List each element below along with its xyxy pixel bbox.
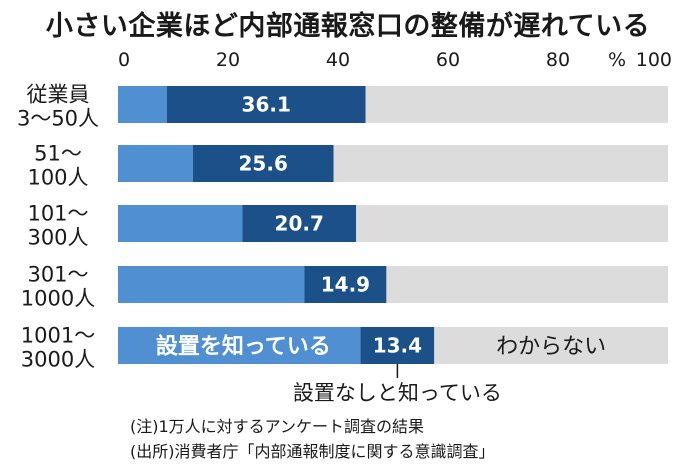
value-label: 14.9 <box>321 273 370 297</box>
footnote-survey: (注)1万人に対するアンケート調査の結果 <box>130 417 425 436</box>
bar-segment <box>365 86 668 123</box>
x-tick-label: 60 <box>436 49 460 71</box>
series-label-known: 設置を知っている <box>156 334 331 360</box>
bar-segment <box>356 205 668 242</box>
x-tick-label: 80 <box>546 49 570 71</box>
category-label: 1000人 <box>21 287 95 311</box>
bar-segment <box>304 266 387 303</box>
bar-segment <box>118 205 243 242</box>
x-tick-label: 20 <box>216 49 240 71</box>
category-label: 301〜 <box>27 263 88 287</box>
series-label-unknown: わからない <box>496 335 606 360</box>
value-label: 13.4 <box>373 334 422 358</box>
bar-segment <box>434 327 668 364</box>
footnote-source: (出所)消費者庁「内部通報制度に関する意識調査」 <box>130 442 495 461</box>
bar-segment <box>166 86 366 123</box>
category-label: 100人 <box>27 166 88 190</box>
value-label: 25.6 <box>239 152 288 176</box>
x-axis-unit: % <box>608 49 626 71</box>
category-label: 3〜50人 <box>17 107 99 131</box>
category-label: 従業員 <box>27 83 90 107</box>
category-label: 1001〜 <box>21 324 95 348</box>
bar-segment <box>360 327 435 364</box>
x-tick-label: 100 <box>636 49 672 71</box>
bar-segment <box>118 145 193 182</box>
x-tick-label: 0 <box>118 49 130 71</box>
bar-segment <box>242 205 357 242</box>
bar-segment <box>118 86 167 123</box>
chart-title: 小さい企業ほど内部通報窓口の整備が遅れている <box>45 11 651 42</box>
bar-segment <box>386 266 668 303</box>
x-tick-label: 40 <box>326 49 350 71</box>
category-label: 3000人 <box>21 348 95 372</box>
category-label: 51〜 <box>34 142 82 166</box>
bar-segment <box>118 266 305 303</box>
bar-segment <box>118 327 361 364</box>
series-label-none: 設置なしと知っている <box>293 381 502 405</box>
value-label: 36.1 <box>242 93 291 117</box>
category-label: 101〜 <box>27 202 88 226</box>
bar-segment <box>192 145 334 182</box>
bar-segment <box>333 145 668 182</box>
value-label: 20.7 <box>275 212 324 236</box>
category-label: 300人 <box>27 226 88 250</box>
